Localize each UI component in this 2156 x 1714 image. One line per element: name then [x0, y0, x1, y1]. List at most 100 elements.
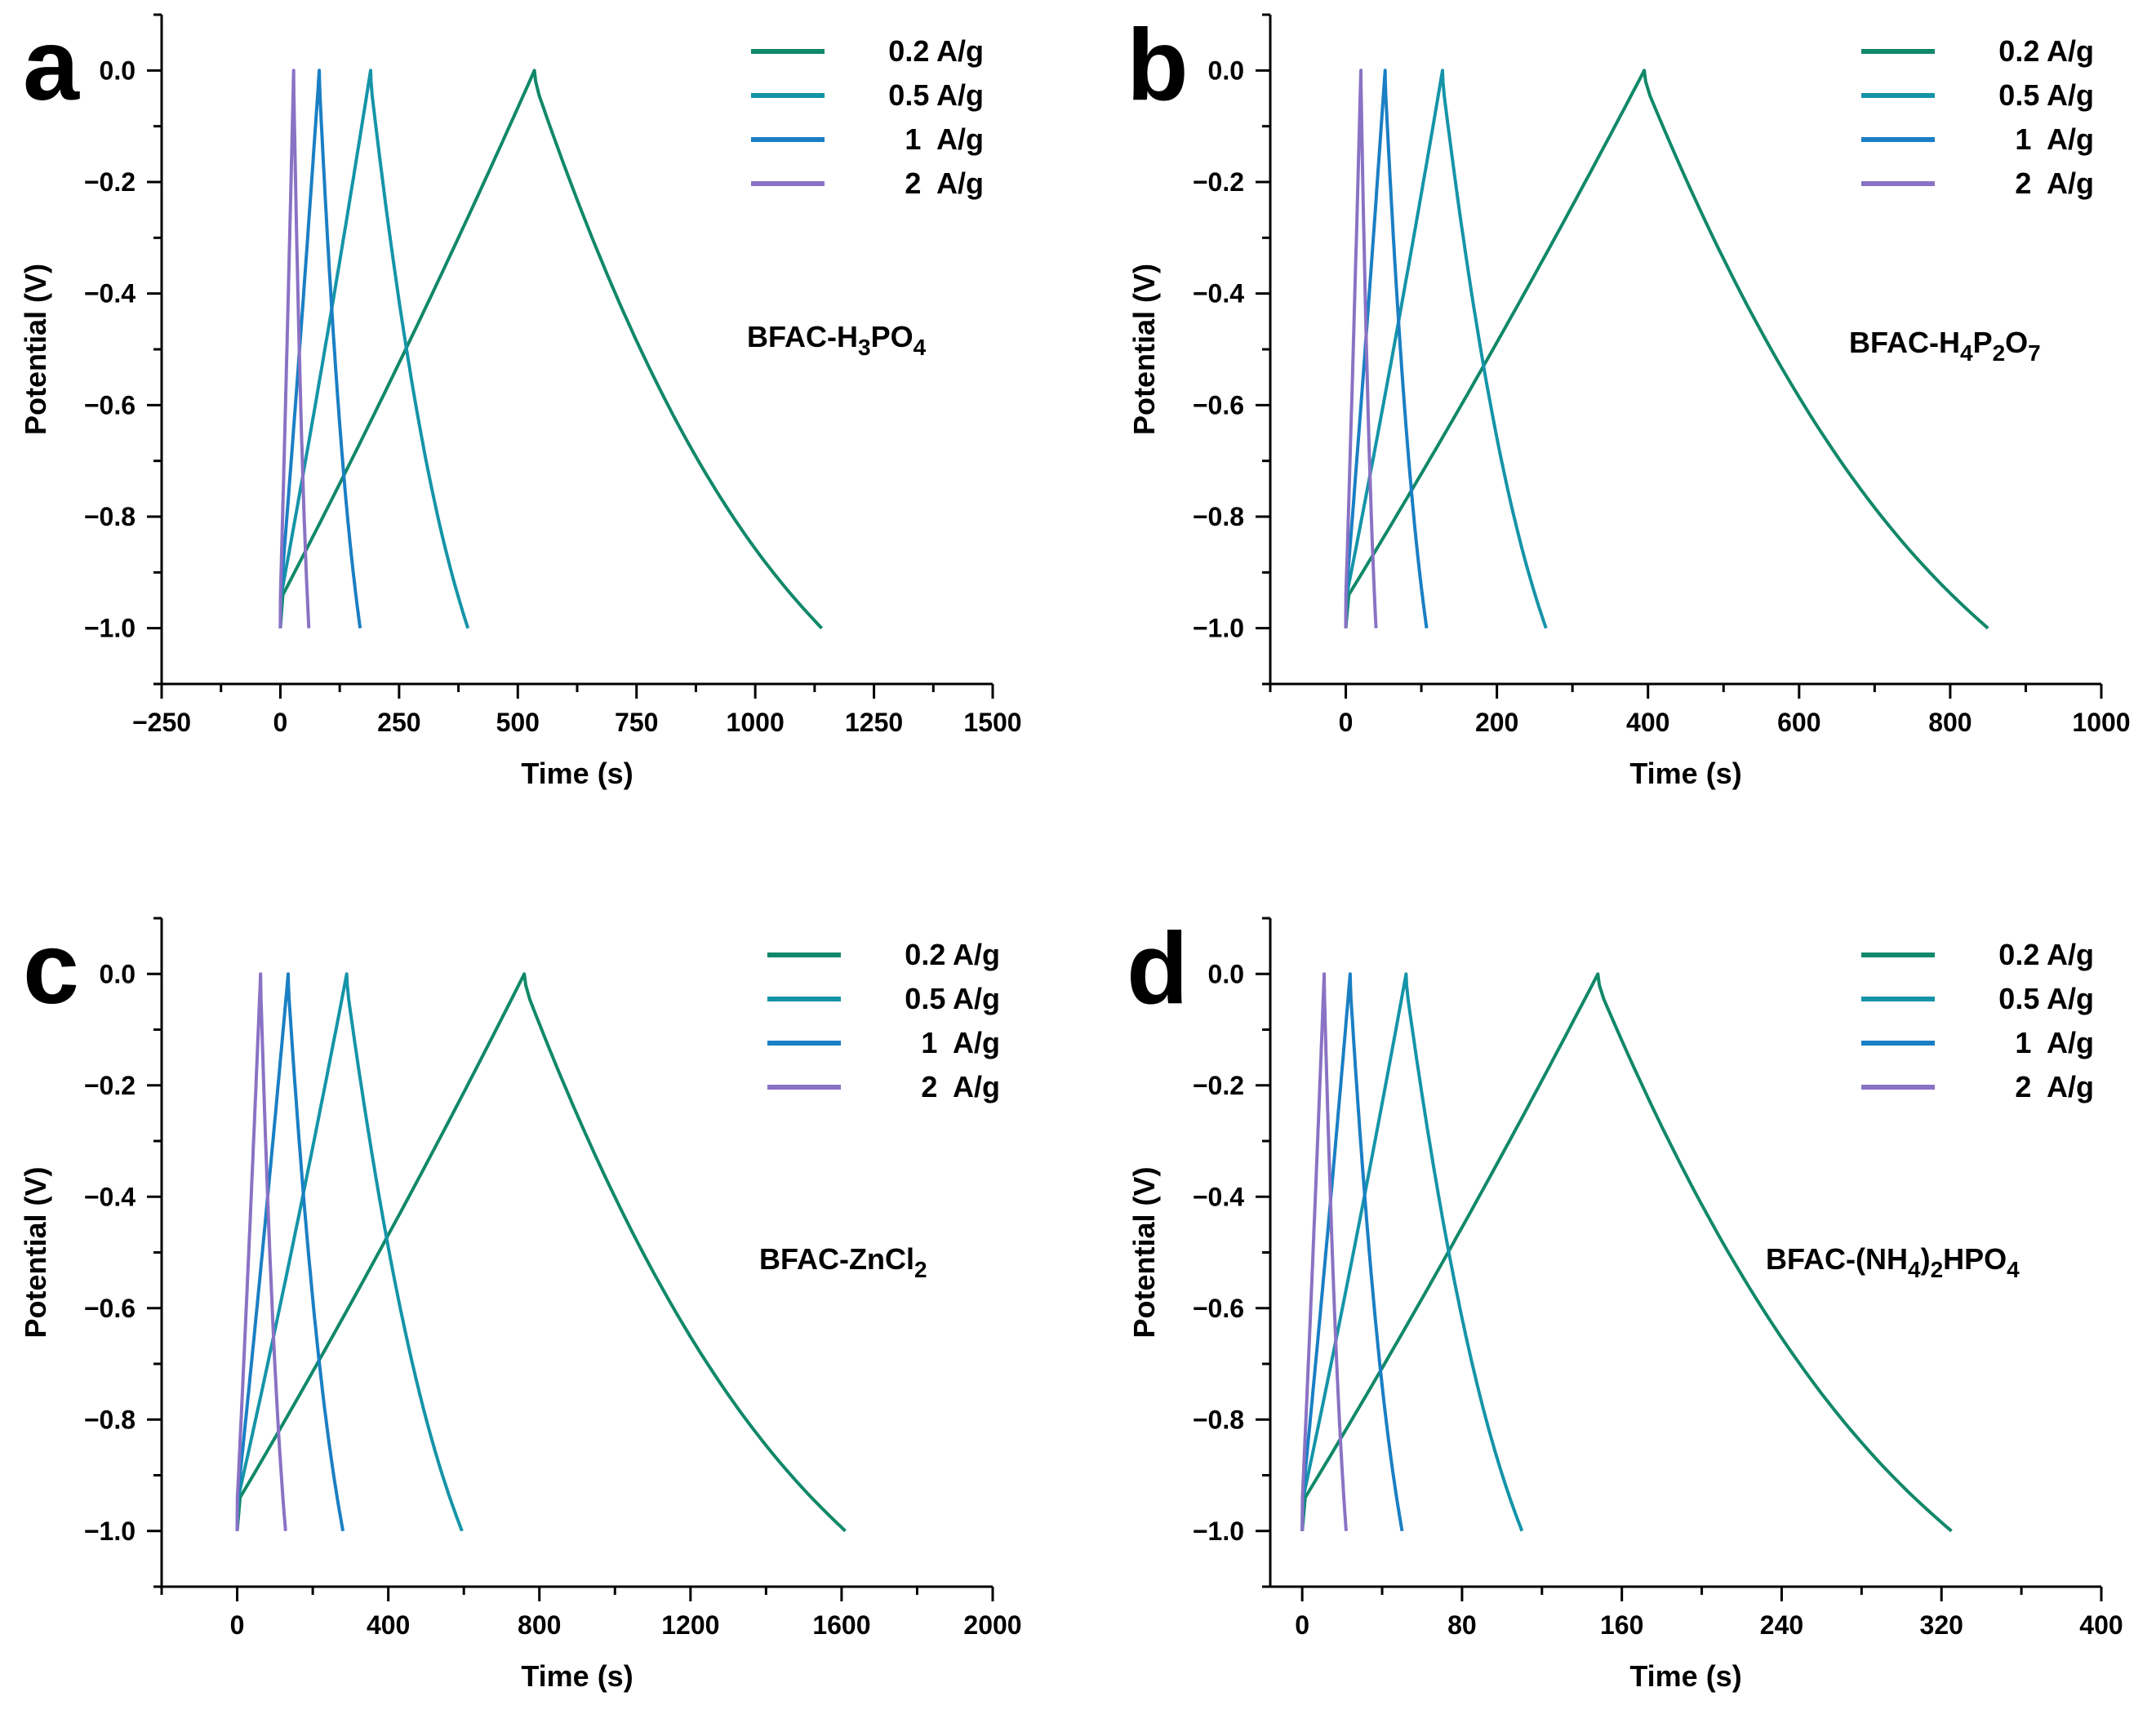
sample-label-text: BFAC-(NH — [1766, 1242, 1908, 1276]
y-tick-label: −0.6 — [1193, 1294, 1244, 1323]
y-tick-label: −0.2 — [84, 1071, 136, 1100]
y-tick-label: −0.4 — [1193, 1182, 1244, 1211]
y-tick-label: −0.8 — [84, 1405, 136, 1434]
x-tick-label: 320 — [1920, 1610, 1963, 1640]
series-line-1-a-g — [1344, 69, 1429, 628]
x-tick-label: 200 — [1475, 708, 1518, 737]
legend-label-0-5-a-g: 0.5 A/g — [1998, 78, 2094, 112]
panel-c: c 0 400 800 1200 1600 2000 −1.0 −0.8 −0.6 −0.4 −0.2… — [19, 913, 1022, 1693]
x-tick-label: 1200 — [661, 1610, 719, 1640]
legend-label-2-a-g: 2 A/g — [921, 1070, 1000, 1103]
legend-label-1-a-g: 1 A/g — [2015, 1026, 2094, 1059]
panel-a: a −250 0 250 500 750 1000 1250 1500 −1.0 −0.8 −0.6 −… — [19, 9, 1022, 790]
x-tick-label: 500 — [496, 708, 540, 737]
y-tick-label: −0.4 — [84, 279, 136, 309]
x-tick-label: 750 — [615, 708, 658, 737]
x-tick-label: 0 — [1339, 708, 1354, 737]
legend-label-0-2-a-g: 0.2 A/g — [1998, 34, 2094, 68]
y-tick-label: −1.0 — [84, 614, 136, 643]
sample-label-subscript: 7 — [2028, 340, 2041, 366]
sample-label-text: O — [2005, 326, 2028, 359]
series-line-1-a-g — [278, 69, 362, 628]
sample-label-text: HPO — [1943, 1242, 2007, 1276]
x-tick-label: 400 — [2079, 1610, 2123, 1640]
y-tick-label: 0.0 — [100, 959, 136, 988]
y-tick-label: −0.2 — [1193, 167, 1244, 197]
x-tick-label: 1000 — [727, 708, 785, 737]
sample-label-text: P — [1973, 326, 1993, 359]
legend-label-2-a-g: 2 A/g — [2015, 167, 2094, 200]
x-tick-label: 400 — [367, 1610, 410, 1640]
x-tick-label: −250 — [132, 708, 191, 737]
legend-label-1-a-g: 1 A/g — [921, 1026, 1000, 1059]
y-tick-label: −0.2 — [1193, 1071, 1244, 1100]
legend-label-0-2-a-g: 0.2 A/g — [1998, 938, 2094, 971]
sample-label: BFAC-ZnCl2 — [759, 1242, 927, 1282]
sample-label-subscript: 4 — [1908, 1257, 1921, 1282]
y-tick-label: −0.2 — [84, 167, 136, 197]
sample-label-subscript: 4 — [1960, 340, 1973, 366]
legend-label-0-2-a-g: 0.2 A/g — [888, 34, 984, 68]
x-tick-label: 0 — [1295, 1610, 1309, 1640]
panel-letter: c — [23, 913, 79, 1025]
x-tick-label: 800 — [1928, 708, 1972, 737]
sample-label-text: BFAC-H — [1849, 326, 1960, 359]
x-tick-label: 160 — [1600, 1610, 1643, 1640]
x-tick-label: 0 — [273, 708, 288, 737]
x-tick-label: 1000 — [2072, 708, 2130, 737]
x-tick-label: 80 — [1447, 1610, 1477, 1640]
sample-label-subscript: 4 — [2007, 1257, 2020, 1282]
sample-label-subscript: 4 — [914, 335, 927, 360]
series-line-2-a-g — [1344, 69, 1378, 628]
x-tick-label: 400 — [1626, 708, 1669, 737]
x-axis-title: Time (s) — [1629, 757, 1741, 790]
panel-d: d 0 80 160 240 320 400 −1.0 −0.8 −0.6 −0.4 −0.2 0.0 T… — [1127, 913, 2123, 1693]
series-line-0-2-a-g — [1300, 972, 1953, 1533]
y-axis-title: Potential (V) — [19, 1166, 52, 1338]
y-tick-label: −0.8 — [84, 502, 136, 531]
y-tick-label: 0.0 — [1208, 959, 1244, 988]
x-tick-label: 240 — [1760, 1610, 1803, 1640]
x-tick-label: 250 — [377, 708, 420, 737]
y-tick-label: −0.6 — [84, 1294, 136, 1323]
x-tick-label: 600 — [1777, 708, 1820, 737]
panel-b: b 0 200 400 600 800 1000 −1.0 −0.8 −0.6 −0.4 −0.2 0.… — [1127, 9, 2131, 790]
y-tick-label: −0.6 — [1193, 390, 1244, 420]
series-line-0-5-a-g — [278, 69, 470, 629]
y-tick-label: 0.0 — [100, 56, 136, 85]
y-tick-label: −1.0 — [1193, 1516, 1244, 1546]
x-tick-label: 0 — [230, 1610, 245, 1640]
legend-label-0-5-a-g: 0.5 A/g — [905, 982, 1000, 1015]
series-line-0-2-a-g — [235, 972, 847, 1533]
x-tick-label: 2000 — [963, 1610, 1021, 1640]
y-axis-title: Potential (V) — [1127, 264, 1161, 435]
x-axis-title: Time (s) — [1629, 1659, 1741, 1693]
legend-label-0-5-a-g: 0.5 A/g — [888, 78, 984, 112]
y-tick-label: −0.6 — [84, 390, 136, 420]
sample-label-text: PO — [871, 320, 914, 353]
series-line-1-a-g — [235, 972, 345, 1532]
legend-label-1-a-g: 1 A/g — [2015, 122, 2094, 156]
series-line-0-5-a-g — [1344, 69, 1548, 629]
x-axis-title: Time (s) — [521, 1659, 633, 1693]
y-tick-label: −0.4 — [1193, 279, 1244, 309]
series-line-2-a-g — [278, 69, 311, 628]
panel-letter: d — [1127, 913, 1189, 1025]
panel-letter: a — [23, 9, 80, 122]
sample-label-subscript: 2 — [1931, 1257, 1944, 1282]
sample-label-subscript: 2 — [1993, 340, 2006, 366]
legend-label-2-a-g: 2 A/g — [905, 167, 984, 200]
sample-label-text: BFAC-ZnCl — [759, 1242, 914, 1276]
y-tick-label: −1.0 — [84, 1516, 136, 1546]
sample-label: BFAC-(NH4)2HPO4 — [1766, 1242, 2020, 1282]
sample-label: BFAC-H3PO4 — [747, 320, 927, 360]
series-line-0-2-a-g — [1344, 69, 1989, 630]
y-tick-label: −0.8 — [1193, 502, 1244, 531]
sample-label: BFAC-H4P2O7 — [1849, 326, 2041, 366]
y-tick-label: 0.0 — [1208, 56, 1244, 85]
series-line-2-a-g — [235, 972, 287, 1531]
y-tick-label: −0.8 — [1193, 1405, 1244, 1434]
x-tick-label: 1500 — [963, 708, 1021, 737]
y-axis-title: Potential (V) — [19, 264, 52, 435]
